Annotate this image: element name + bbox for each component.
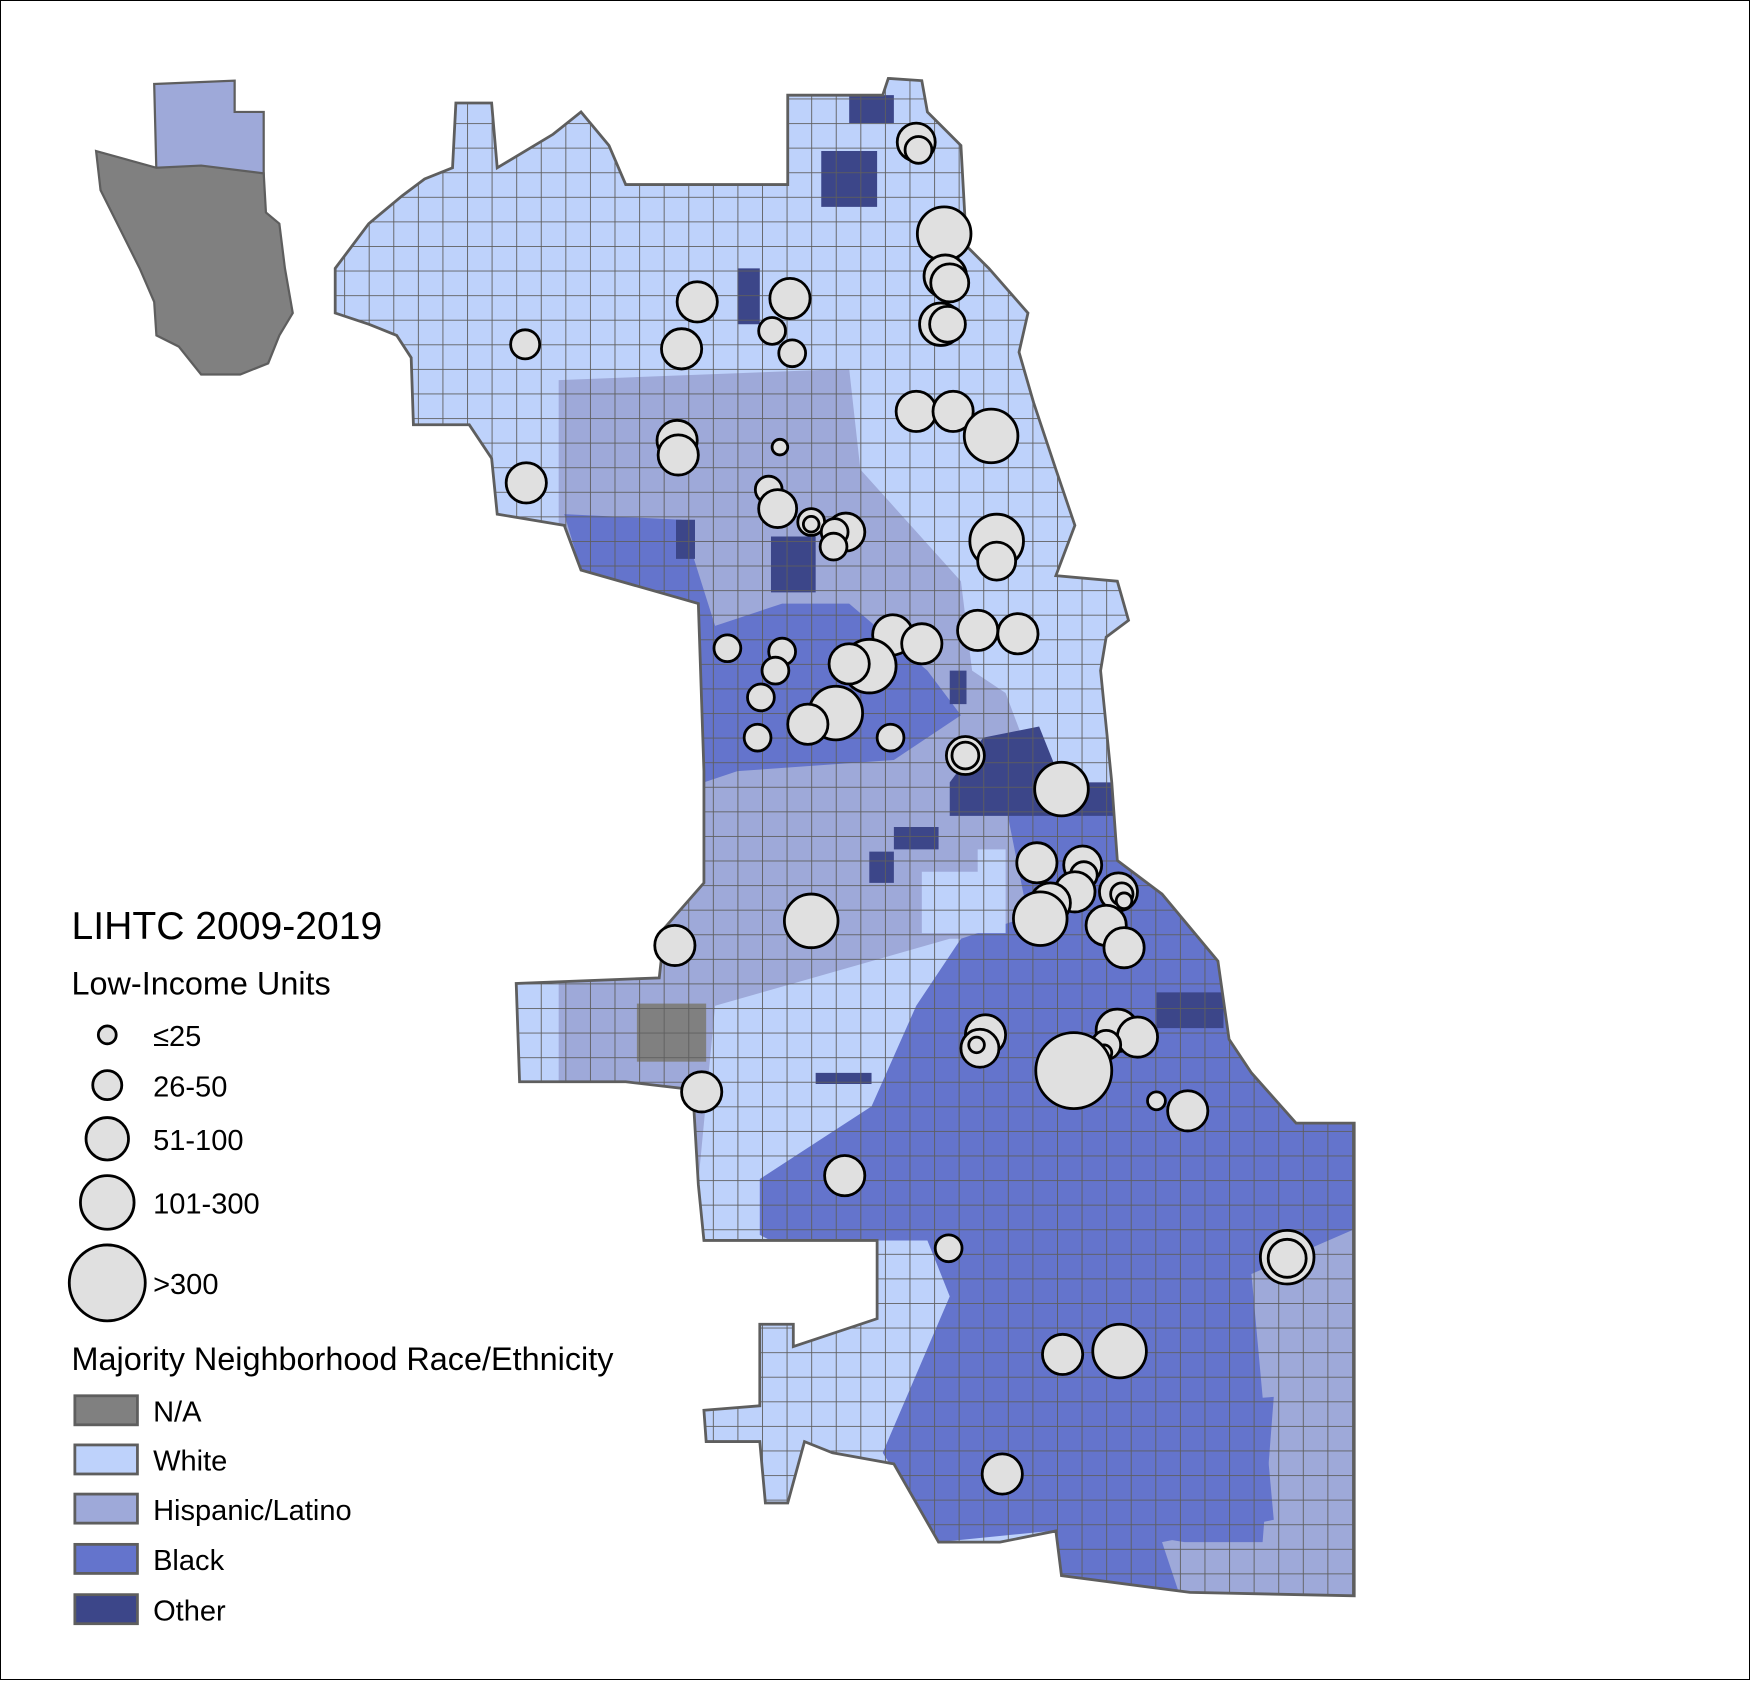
city-tracts xyxy=(335,78,1355,1596)
legend-category-label: Hispanic/Latino xyxy=(153,1495,352,1527)
lihtc-point xyxy=(1034,1031,1114,1111)
lihtc-point xyxy=(1041,1332,1085,1376)
lihtc-point xyxy=(757,316,787,346)
legend-size-label: ≤25 xyxy=(153,1021,201,1053)
lihtc-point xyxy=(929,262,971,304)
lihtc-point xyxy=(504,461,548,505)
lihtc-point xyxy=(782,892,840,950)
legend-size-symbol xyxy=(67,1243,147,1323)
lihtc-point xyxy=(818,531,849,562)
legend-swatch xyxy=(73,1443,139,1476)
lihtc-point xyxy=(823,1154,867,1198)
lihtc-point xyxy=(660,327,704,371)
units-heading: Low-Income Units xyxy=(72,966,331,1002)
legend-size-symbol xyxy=(79,1174,136,1231)
lihtc-point xyxy=(933,1233,964,1264)
lihtc-point xyxy=(653,923,697,967)
lihtc-point xyxy=(509,328,542,361)
legend: LIHTC 2009-2019 Low-Income Units ≤25 26-5… xyxy=(67,905,615,1627)
lihtc-point xyxy=(827,642,871,686)
lihtc-point xyxy=(1033,760,1090,818)
lihtc-point xyxy=(770,437,790,457)
lihtc-point xyxy=(675,280,719,324)
legend-size-symbol xyxy=(84,1116,130,1162)
lihtc-point xyxy=(760,655,791,686)
lihtc-points xyxy=(504,121,1316,1496)
legend-size-label: 51-100 xyxy=(153,1125,243,1157)
lihtc-point xyxy=(956,608,1000,652)
lihtc-point xyxy=(928,304,967,344)
legend-swatch xyxy=(73,1542,139,1575)
lihtc-point xyxy=(875,722,906,753)
legend-size-symbol xyxy=(96,1024,118,1046)
legend-category-label: White xyxy=(153,1446,227,1478)
lihtc-point xyxy=(894,389,938,433)
lihtc-point xyxy=(980,1452,1024,1496)
lihtc-point xyxy=(1115,1015,1159,1059)
lihtc-point xyxy=(746,682,776,713)
lihtc-point xyxy=(962,407,1020,465)
lihtc-point xyxy=(742,722,773,753)
lihtc-point xyxy=(967,1035,986,1055)
lihtc-point xyxy=(1114,891,1134,910)
lihtc-point xyxy=(1266,1237,1308,1279)
lihtc-point xyxy=(757,488,799,529)
legend-category-label: N/A xyxy=(153,1396,202,1428)
legend-swatch xyxy=(73,1593,139,1626)
lihtc-point xyxy=(976,540,1018,582)
legend-size-label: 101-300 xyxy=(153,1189,260,1221)
legend-size-symbol xyxy=(91,1069,124,1102)
lihtc-point xyxy=(950,740,981,771)
legend-size-label: 26-50 xyxy=(153,1071,227,1103)
lihtc-point xyxy=(1102,926,1146,970)
legend-swatch xyxy=(73,1394,139,1427)
lihtc-point xyxy=(777,338,808,369)
lihtc-point xyxy=(656,433,700,477)
lihtc-point xyxy=(680,1070,724,1114)
lihtc-point xyxy=(931,389,975,433)
lihtc-point xyxy=(1012,890,1069,947)
lihtc-point xyxy=(900,622,944,666)
tract-boundaries xyxy=(335,78,1355,1596)
lihtc-point xyxy=(903,135,934,165)
lihtc-point xyxy=(1015,841,1059,885)
legend-category-label: Black xyxy=(153,1545,225,1577)
lihtc-point xyxy=(996,612,1040,656)
legend-size-label: >300 xyxy=(153,1269,218,1301)
ohare-inset xyxy=(94,79,294,376)
lihtc-point xyxy=(712,633,743,664)
legend-title: LIHTC 2009-2019 xyxy=(72,905,383,948)
lihtc-point xyxy=(786,702,830,746)
legend-swatch xyxy=(73,1492,139,1525)
lihtc-point xyxy=(915,205,973,262)
lihtc-point xyxy=(1091,1322,1148,1380)
lihtc-point xyxy=(1146,1090,1167,1112)
lihtc-point xyxy=(768,277,812,321)
legend-category-label: Other xyxy=(153,1595,226,1627)
lihtc-point xyxy=(801,515,821,534)
race-heading: Majority Neighborhood Race/Ethnicity xyxy=(72,1341,615,1377)
lihtc-point xyxy=(1166,1089,1210,1133)
